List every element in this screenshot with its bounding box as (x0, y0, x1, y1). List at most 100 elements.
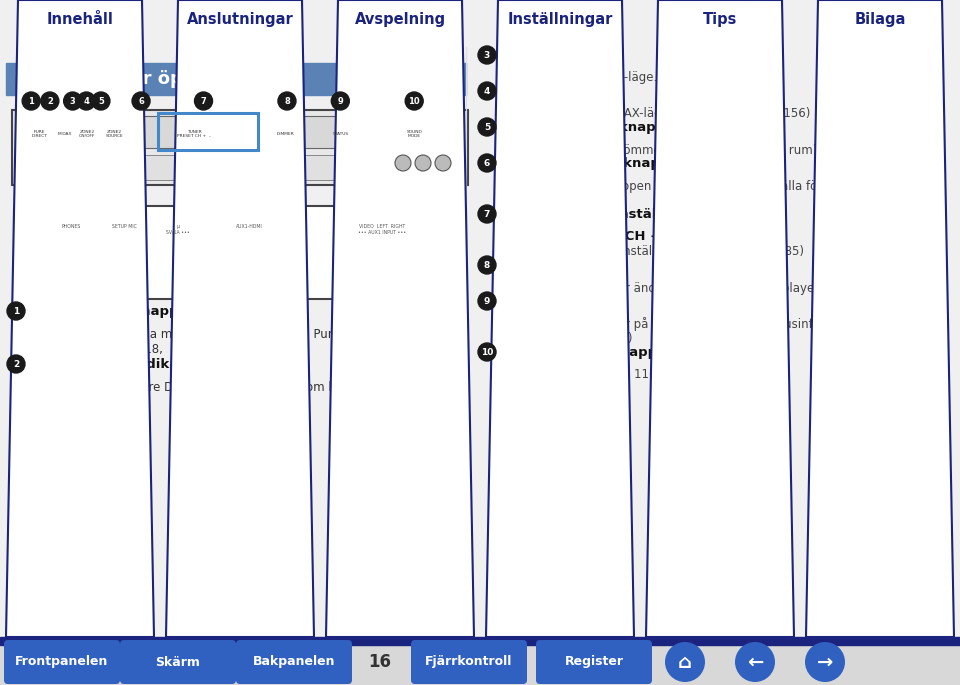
Polygon shape (806, 0, 954, 637)
Polygon shape (486, 0, 634, 637)
FancyBboxPatch shape (4, 640, 120, 684)
Text: STATUS: STATUS (332, 132, 348, 136)
Text: ZONE2
ON/OFF: ZONE2 ON/OFF (79, 129, 95, 138)
Text: 2: 2 (47, 97, 53, 105)
Bar (12, 110, 468, 185)
Circle shape (805, 642, 845, 682)
Text: Används för att växla mellan ljudlägena Direct, Pure Direct och Auto: Används för att växla mellan ljudlägena … (30, 328, 435, 341)
Text: µ
SV/1A •••: µ SV/1A ••• (166, 224, 190, 235)
Text: 9: 9 (338, 97, 343, 105)
Circle shape (735, 642, 775, 682)
Text: 7: 7 (201, 97, 206, 105)
Text: 1: 1 (28, 97, 35, 105)
Text: 2: 2 (12, 360, 19, 369)
Text: Bilaga: Bilaga (854, 12, 905, 27)
Circle shape (63, 92, 82, 110)
Text: Använd den här knappen för att välja ingångskälla för ZONE2.: Använd den här knappen för att välja ing… (502, 179, 871, 193)
Text: Denna växlar M-DAX-läge.  (⇗ sid. 156): Denna växlar M-DAX-läge. (⇗ sid. 156) (502, 71, 734, 84)
Text: 6: 6 (138, 97, 144, 105)
Text: SOUND MODE-knapp: SOUND MODE-knapp (502, 345, 658, 358)
Text: 4: 4 (84, 97, 89, 105)
Text: 3: 3 (70, 97, 76, 105)
Bar (157, 113, 258, 150)
Bar (388, 142, 458, 177)
Text: Denna lyser när “Pure Direct”-läget har valts som ljudläge.: Denna lyser när “Pure Direct”-läget har … (30, 381, 379, 394)
Text: 3: 3 (484, 51, 491, 60)
Circle shape (331, 92, 349, 110)
Text: PURE DIRECT-knapp: PURE DIRECT-knapp (30, 305, 179, 318)
Text: displayen.  (⇗ sid. 67): displayen. (⇗ sid. 67) (502, 332, 633, 345)
Text: AUX1-HDMI: AUX1-HDMI (235, 224, 262, 229)
Circle shape (195, 92, 212, 110)
Text: Register: Register (564, 656, 623, 669)
Text: 5: 5 (98, 97, 104, 105)
Text: 9: 9 (484, 297, 491, 306)
Text: ⌂: ⌂ (678, 653, 692, 671)
Circle shape (7, 355, 25, 373)
Circle shape (92, 92, 110, 110)
Text: 7: 7 (484, 210, 491, 219)
Text: SOUND
MODE: SOUND MODE (406, 129, 422, 138)
Circle shape (78, 92, 95, 110)
Circle shape (18, 136, 42, 160)
FancyBboxPatch shape (236, 640, 352, 684)
Text: 10: 10 (408, 97, 420, 105)
Circle shape (132, 92, 150, 110)
Text: 1: 1 (12, 306, 19, 316)
Bar (0, 637, 960, 645)
Text: M-DAX-indikator: M-DAX-indikator (502, 84, 625, 97)
Circle shape (278, 92, 296, 110)
Text: Varje gång du trycker ändras ljusstyrkan på displayen.  (⇗ sid. 209): Varje gång du trycker ändras ljusstyrkan… (502, 281, 902, 295)
Text: →: → (817, 653, 833, 671)
Text: PHONES: PHONES (61, 224, 81, 229)
FancyBboxPatch shape (536, 640, 652, 684)
Circle shape (395, 155, 411, 171)
Polygon shape (6, 0, 154, 637)
Circle shape (478, 343, 496, 361)
Text: Här slår du på/av strömmen till ZONE2 (separat rum).  (⇗ sid. 143): Här slår du på/av strömmen till ZONE2 (s… (502, 143, 899, 157)
Polygon shape (646, 0, 794, 637)
Text: VIDEO  LEFT  RIGHT
••• AUX1 INPUT •••: VIDEO LEFT RIGHT ••• AUX1 INPUT ••• (358, 224, 406, 235)
Circle shape (665, 642, 705, 682)
Text: När luckan är öppen: När luckan är öppen (16, 70, 221, 88)
Text: STATUS-knapp: STATUS-knapp (502, 295, 611, 308)
Text: 4: 4 (484, 86, 491, 95)
FancyBboxPatch shape (120, 640, 236, 684)
Text: 8: 8 (284, 97, 290, 105)
Text: ZONE2 ON/OFF-knapp: ZONE2 ON/OFF-knapp (502, 121, 665, 134)
Text: TUNER
PRESET CH +  –: TUNER PRESET CH + – (178, 129, 211, 138)
Text: ZONE2
SOURCE: ZONE2 SOURCE (106, 129, 124, 138)
Polygon shape (326, 0, 474, 637)
Polygon shape (189, 185, 218, 208)
Text: surround.  (⇗ sid. 118,  119): surround. (⇗ sid. 118, 119) (30, 343, 198, 356)
Circle shape (22, 92, 40, 110)
Text: Fjärrkontroll: Fjärrkontroll (425, 656, 513, 669)
Bar (0, 639, 960, 685)
Text: Tips: Tips (703, 12, 737, 27)
FancyBboxPatch shape (411, 640, 527, 684)
Circle shape (478, 205, 496, 223)
Polygon shape (166, 0, 314, 637)
Circle shape (478, 292, 496, 310)
Text: PURE
DIRECT: PURE DIRECT (32, 129, 47, 138)
Circle shape (478, 154, 496, 172)
Text: 16: 16 (369, 653, 392, 671)
Text: PURE DIRECT-indikator: PURE DIRECT-indikator (30, 358, 201, 371)
Text: Frontpanelen: Frontpanelen (15, 656, 108, 669)
Text: ZONE2 SOURCE-knapp: ZONE2 SOURCE-knapp (502, 156, 669, 169)
Text: M-DAX: M-DAX (58, 132, 72, 136)
Bar (0, 47, 960, 637)
Circle shape (415, 155, 431, 171)
Text: 5: 5 (484, 123, 491, 132)
Circle shape (435, 155, 451, 171)
Text: Inställningar: Inställningar (507, 12, 612, 27)
Bar (20, 116, 460, 148)
Text: DIMMER: DIMMER (276, 132, 295, 136)
Text: Denna lyser när M-DAX-läget har valts.  (⇗ sid. 156): Denna lyser när M-DAX-läget har valts. (… (502, 107, 810, 120)
Text: 10: 10 (481, 347, 493, 356)
Text: 8: 8 (484, 260, 491, 269)
Text: Tangent för förinställningskanaler: Tangent för förinställningskanaler (502, 208, 758, 221)
Text: Varje gång du trycker på knappen byter du statusinformation på: Varje gång du trycker på knappen byter d… (502, 317, 884, 331)
Text: M-DAX-knapp: M-DAX-knapp (502, 49, 603, 62)
Text: ←: ← (747, 653, 763, 671)
